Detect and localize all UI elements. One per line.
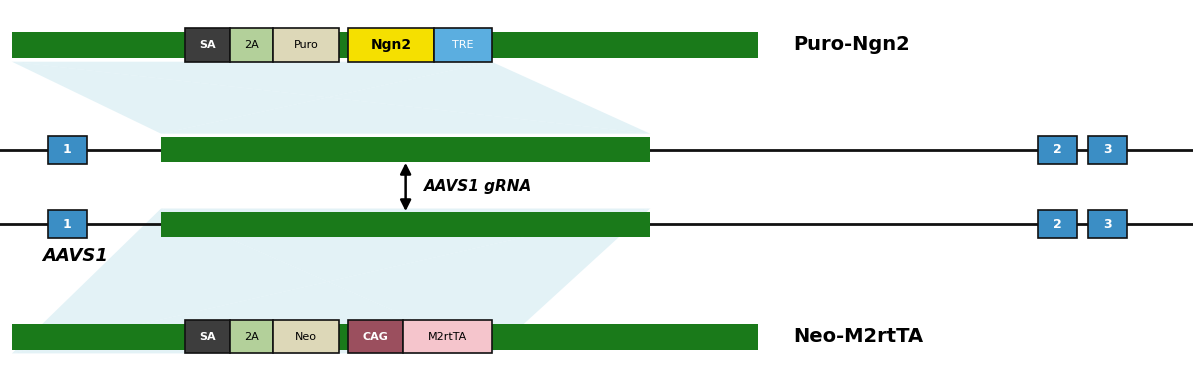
Text: 2A: 2A bbox=[245, 40, 259, 50]
Bar bbox=[406, 212, 650, 236]
Polygon shape bbox=[12, 209, 328, 353]
Text: 3: 3 bbox=[1104, 218, 1112, 231]
Text: SA: SA bbox=[199, 40, 216, 50]
Polygon shape bbox=[12, 62, 328, 134]
Text: 3: 3 bbox=[1104, 143, 1112, 156]
Bar bbox=[403, 320, 492, 353]
Bar bbox=[48, 210, 87, 239]
Text: 1: 1 bbox=[63, 143, 72, 156]
Bar bbox=[348, 320, 403, 353]
Bar bbox=[273, 28, 339, 62]
Text: Puro: Puro bbox=[293, 40, 319, 50]
Text: 1: 1 bbox=[63, 218, 72, 231]
Bar bbox=[161, 212, 406, 236]
Bar bbox=[406, 137, 650, 162]
Text: 2A: 2A bbox=[245, 332, 259, 341]
Bar bbox=[230, 320, 273, 353]
Bar bbox=[230, 28, 273, 62]
Text: SA: SA bbox=[199, 332, 216, 341]
Polygon shape bbox=[12, 282, 492, 353]
Text: 2: 2 bbox=[1053, 218, 1062, 231]
Text: CAG: CAG bbox=[363, 332, 389, 341]
Bar bbox=[434, 28, 492, 62]
Text: Neo: Neo bbox=[295, 332, 317, 341]
Bar bbox=[12, 32, 758, 58]
Text: TRE: TRE bbox=[452, 40, 474, 50]
Bar bbox=[185, 28, 230, 62]
Text: M2rtTA: M2rtTA bbox=[428, 332, 466, 341]
Polygon shape bbox=[161, 97, 650, 134]
Bar bbox=[1088, 136, 1127, 164]
Bar bbox=[185, 320, 230, 353]
Text: Puro-Ngn2: Puro-Ngn2 bbox=[793, 36, 910, 54]
Bar bbox=[348, 28, 434, 62]
Polygon shape bbox=[161, 209, 650, 282]
Bar bbox=[12, 324, 758, 350]
Text: Ngn2: Ngn2 bbox=[371, 38, 412, 52]
Bar bbox=[48, 136, 87, 164]
Polygon shape bbox=[328, 209, 650, 353]
Polygon shape bbox=[328, 62, 650, 134]
Text: AAVS1 gRNA: AAVS1 gRNA bbox=[424, 180, 532, 194]
Polygon shape bbox=[12, 62, 492, 97]
Bar bbox=[273, 320, 339, 353]
Bar bbox=[1088, 210, 1127, 239]
Text: Neo-M2rtTA: Neo-M2rtTA bbox=[793, 327, 923, 346]
Bar bbox=[161, 137, 406, 162]
Text: 2: 2 bbox=[1053, 143, 1062, 156]
Text: AAVS1: AAVS1 bbox=[42, 247, 107, 265]
Bar bbox=[1038, 136, 1077, 164]
Bar bbox=[1038, 210, 1077, 239]
